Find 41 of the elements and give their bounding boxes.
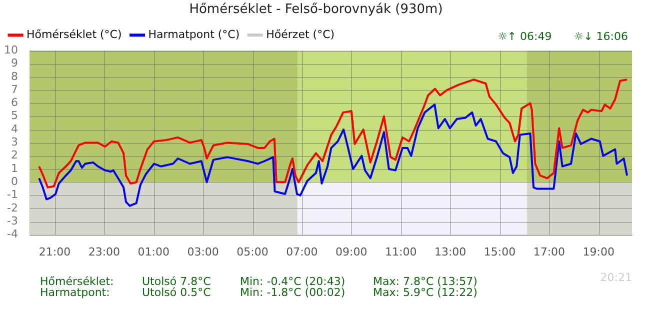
y-tick-label: 9 bbox=[10, 56, 18, 70]
text: Max: 7.8°C (13:57) bbox=[373, 275, 478, 288]
legend-label: Hőérzet (°C) bbox=[266, 28, 335, 41]
y-tick-label: -3 bbox=[7, 214, 18, 228]
y-tick-label: 5 bbox=[10, 109, 18, 122]
x-tick-label: 17:00 bbox=[533, 245, 566, 258]
chart-title: Hőmérséklet - Felső-borovnyák (930m) bbox=[189, 2, 443, 18]
text: ☼↑ 06:49 bbox=[497, 30, 552, 43]
x-tick-label: 07:00 bbox=[286, 245, 318, 258]
x-tick-label: 03:00 bbox=[187, 245, 219, 258]
text: ☼↓ 16:06 bbox=[574, 30, 628, 43]
y-tick-label: -4 bbox=[7, 228, 18, 241]
y-tick-label: 3 bbox=[10, 136, 18, 149]
text: Harmatpont: bbox=[40, 286, 110, 299]
y-tick-label: 0 bbox=[10, 175, 18, 188]
y-tick-label: 8 bbox=[10, 70, 18, 83]
x-tick-label: 11:00 bbox=[384, 245, 417, 258]
x-tick-label: 19:00 bbox=[582, 245, 614, 258]
text: Min: -0.4°C (20:43) bbox=[240, 275, 346, 288]
x-tick-label: 15:00 bbox=[484, 245, 516, 258]
y-tick-label: 7 bbox=[10, 82, 18, 96]
y-tick-label: 2 bbox=[10, 148, 18, 162]
legend-label: Harmatpont (°C) bbox=[148, 28, 240, 41]
text: Utolsó 0.5°C bbox=[142, 286, 211, 299]
y-tick-label: 6 bbox=[10, 96, 18, 110]
x-tick-label: 01:00 bbox=[138, 245, 170, 258]
y-tick-label: 10 bbox=[4, 43, 18, 56]
y-tick-label: 4 bbox=[10, 122, 18, 136]
x-tick-label: 05:00 bbox=[236, 245, 268, 258]
legend-label: Hőmérséklet (°C) bbox=[26, 28, 122, 41]
text: Utolsó 7.8°C bbox=[142, 275, 211, 288]
x-tick-label: 23:00 bbox=[88, 245, 120, 258]
x-tick-label: 09:00 bbox=[336, 245, 368, 258]
y-tick-label: -1 bbox=[7, 188, 18, 202]
text: Hőmérséklet: bbox=[40, 275, 114, 288]
x-tick-label: 21:00 bbox=[38, 245, 71, 258]
x-tick-label: 13:00 bbox=[434, 245, 466, 258]
text: Min: -1.8°C (00:02) bbox=[240, 286, 346, 299]
y-tick-label: 1 bbox=[10, 162, 18, 175]
y-tick-label: -2 bbox=[7, 201, 18, 214]
text: Max: 5.9°C (12:22) bbox=[373, 286, 478, 299]
